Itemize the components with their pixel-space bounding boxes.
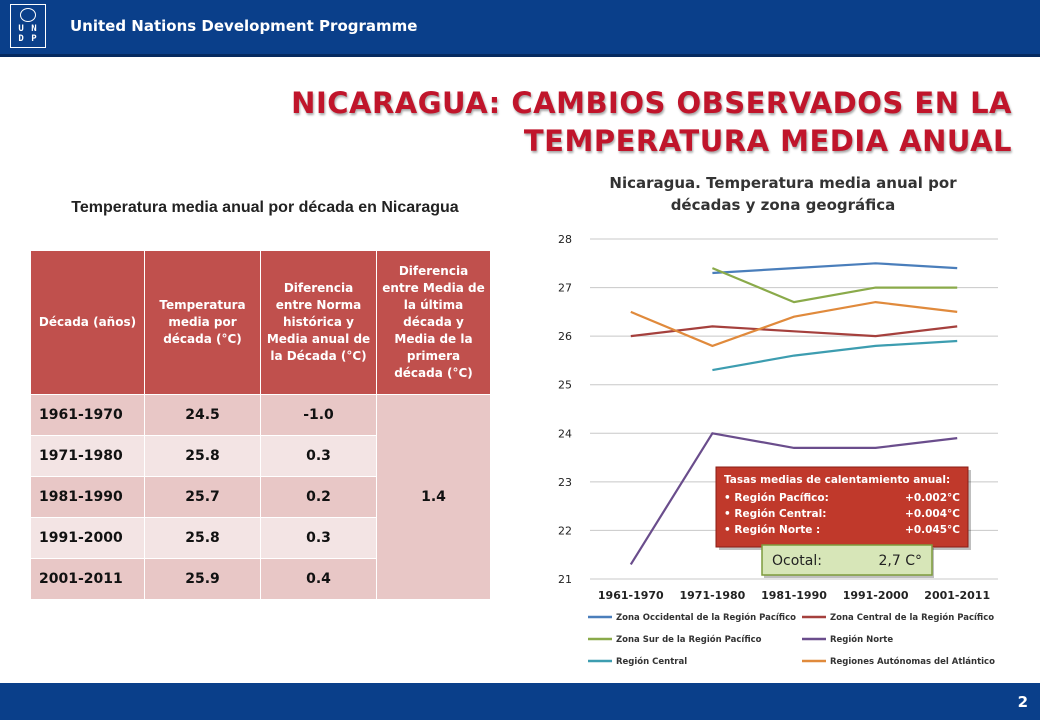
y-tick-label: 26 xyxy=(558,330,572,343)
ocotal-box xyxy=(761,544,933,576)
warming-rate-value: +0.045°C xyxy=(905,524,960,536)
cell-diff: 0.4 xyxy=(260,558,377,600)
temperature-line-chart: 21 22 23 24 25 26 27 28 1961-1970 1971-1980 1981-1… xyxy=(558,233,998,667)
table-header-row: Década (años) Temperatura media por déca… xyxy=(30,250,491,395)
warming-rate-value: +0.004°C xyxy=(905,508,960,520)
warming-rate-label: • Región Central: xyxy=(724,508,826,520)
warming-rate-label: • Región Pacífico: xyxy=(724,492,829,504)
cell-diff: 0.3 xyxy=(260,435,377,477)
cell-decade: 1971-1980 xyxy=(30,435,145,477)
series-line xyxy=(630,325,958,338)
cell-temperature: 25.8 xyxy=(144,435,261,477)
chart-title: Nicaragua. Temperatura media anual por d… xyxy=(548,172,1018,216)
organization-name: United Nations Development Programme xyxy=(70,17,418,35)
table-row: 1991-2000 25.8 0.3 xyxy=(30,517,491,559)
y-tick-label: 24 xyxy=(558,427,572,440)
series-line xyxy=(711,267,958,304)
cell-temperature: 25.7 xyxy=(144,476,261,518)
series-line xyxy=(629,432,958,565)
warming-rate-value: +0.002°C xyxy=(905,492,960,504)
page-number: 2 xyxy=(1017,693,1028,711)
table-row: 2001-2011 25.9 0.4 xyxy=(30,558,491,600)
y-tick-label: 28 xyxy=(558,233,572,246)
ocotal-label: Ocotal: xyxy=(772,553,822,569)
x-tick-label: 2001-2011 xyxy=(924,589,990,602)
cell-decade: 1981-1990 xyxy=(30,476,145,518)
cell-temperature: 25.9 xyxy=(144,558,261,600)
legend-label: Región Central xyxy=(616,656,687,667)
slide-title-line-1: NICARAGUA: CAMBIOS OBSERVADOS EN LA xyxy=(291,86,1012,120)
y-tick-label: 25 xyxy=(558,379,572,392)
cell-diff: -1.0 xyxy=(260,394,377,436)
y-tick-label: 23 xyxy=(558,476,572,489)
x-tick-label: 1991-2000 xyxy=(843,589,909,602)
header-decade: Década (años) xyxy=(30,250,145,395)
legend-label: Zona Sur de la Región Pacífico xyxy=(616,634,762,645)
cell-temperature: 25.8 xyxy=(144,517,261,559)
header-temperature: Temperatura media por década (°C) xyxy=(144,250,261,395)
temperature-table: Década (años) Temperatura media por déca… xyxy=(30,250,491,600)
cell-diff: 0.3 xyxy=(260,517,377,559)
cell-decade: 1961-1970 xyxy=(30,394,145,436)
slide-title-line-2: TEMPERATURA MEDIA ANUAL xyxy=(523,124,1012,158)
warming-rates-title: Tasas medias de calentamiento anual: xyxy=(724,474,950,486)
y-tick-label: 27 xyxy=(558,282,572,295)
cell-decade: 2001-2011 xyxy=(30,558,145,600)
legend-label: Regiones Autónomas del Atlántico xyxy=(830,656,995,667)
cell-merged-diff: 1.4 xyxy=(376,394,491,600)
x-tick-label: 1961-1970 xyxy=(598,589,664,602)
series-line xyxy=(712,339,958,372)
series-line xyxy=(712,262,958,275)
warming-rates-box xyxy=(715,466,969,548)
legend-label: Zona Occidental de la Región Pacífico xyxy=(616,612,796,623)
ocotal-value: 2,7 C° xyxy=(879,553,923,569)
bottom-banner: 2 xyxy=(0,683,1040,720)
slide-title: NICARAGUA: CAMBIOS OBSERVADOS EN LA TEMP… xyxy=(291,84,1012,160)
table-row: 1981-1990 25.7 0.2 xyxy=(30,476,491,518)
legend-label: Zona Central de la Región Pacífico xyxy=(830,612,994,623)
chart-title-text: Nicaragua. Temperatura media anual por d… xyxy=(609,174,957,214)
cell-temperature: 24.5 xyxy=(144,394,261,436)
series-line xyxy=(630,300,958,348)
legend-label: Región Norte xyxy=(830,634,893,645)
x-tick-label: 1971-1980 xyxy=(680,589,746,602)
y-tick-label: 21 xyxy=(558,573,572,586)
y-tick-label: 22 xyxy=(558,524,572,537)
un-globe-icon xyxy=(20,8,36,22)
header-diff-norm: Diferencia entre Norma histórica y Media… xyxy=(260,250,377,395)
cell-diff: 0.2 xyxy=(260,476,377,518)
header-diff-decades: Diferencia entre Media de la última déca… xyxy=(376,250,491,395)
cell-decade: 1991-2000 xyxy=(30,517,145,559)
table-row: 1961-1970 24.5 -1.0 1.4 xyxy=(30,394,491,600)
x-tick-label: 1981-1990 xyxy=(761,589,827,602)
table-caption: Temperatura media anual por década en Ni… xyxy=(71,199,459,216)
table-row: 1971-1980 25.8 0.3 xyxy=(30,435,491,477)
warming-rate-label: • Región Norte : xyxy=(724,524,820,536)
